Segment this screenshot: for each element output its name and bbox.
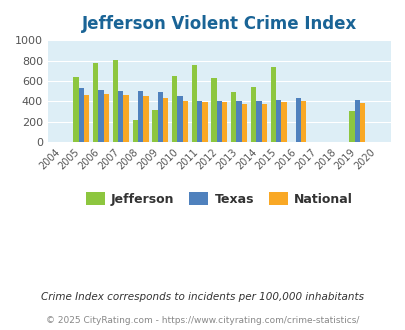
Bar [354,100,359,142]
Bar [295,98,300,142]
Bar [157,92,162,142]
Text: © 2025 CityRating.com - https://www.cityrating.com/crime-statistics/: © 2025 CityRating.com - https://www.city… [46,316,359,325]
Bar [359,103,364,142]
Bar [123,95,128,142]
Bar [143,96,148,142]
Bar [132,120,138,142]
Text: Crime Index corresponds to incidents per 100,000 inhabitants: Crime Index corresponds to incidents per… [41,292,364,302]
Bar [241,104,247,142]
Bar [211,78,216,142]
Bar [230,92,236,142]
Bar [349,111,354,142]
Bar [84,95,89,142]
Bar [79,88,84,142]
Bar [138,91,143,142]
Bar [256,101,261,142]
Bar [182,101,188,142]
Bar [172,77,177,142]
Bar [162,98,168,142]
Legend: Jefferson, Texas, National: Jefferson, Texas, National [81,187,357,211]
Bar [118,91,123,142]
Bar [281,102,286,142]
Bar [275,100,281,142]
Bar [177,96,182,142]
Bar [196,101,202,142]
Bar [113,60,118,142]
Bar [270,67,275,142]
Bar [300,101,305,142]
Bar [216,101,222,142]
Title: Jefferson Violent Crime Index: Jefferson Violent Crime Index [81,15,356,33]
Bar [104,94,109,142]
Bar [222,102,227,142]
Bar [261,104,266,142]
Bar [98,90,104,142]
Bar [93,63,98,142]
Bar [152,110,157,142]
Bar [73,78,79,142]
Bar [202,102,207,142]
Bar [236,101,241,142]
Bar [191,65,196,142]
Bar [250,87,256,142]
